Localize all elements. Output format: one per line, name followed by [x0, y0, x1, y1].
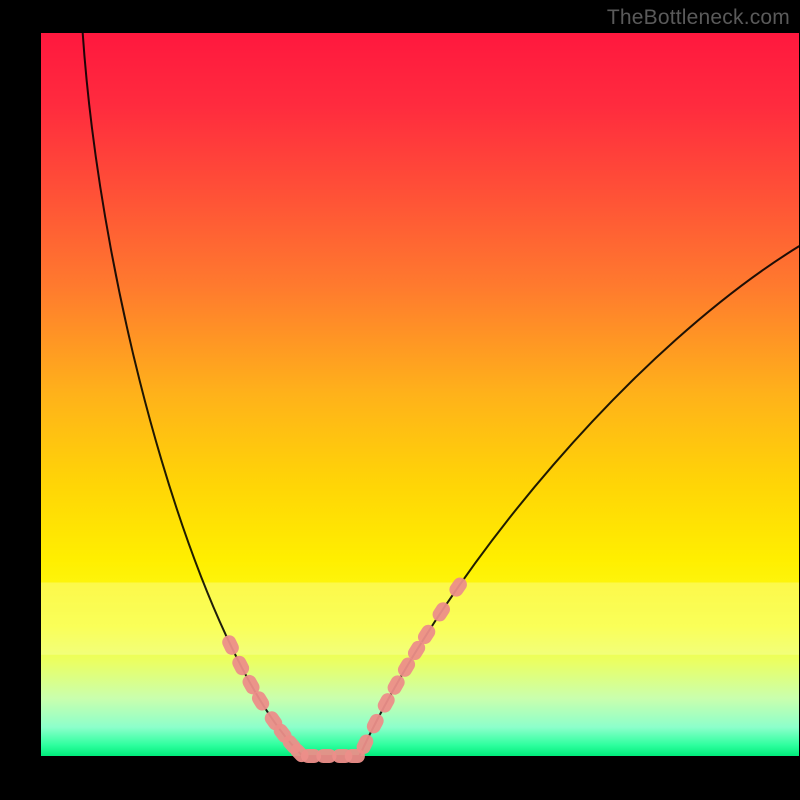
- chart-svg: [0, 0, 800, 800]
- chart-stage: TheBottleneck.com: [0, 0, 800, 800]
